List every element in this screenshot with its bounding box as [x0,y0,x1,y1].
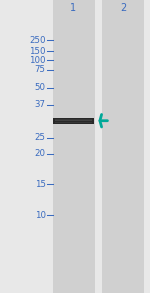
Text: 37: 37 [35,100,46,109]
Text: 150: 150 [29,47,46,56]
Bar [55,122,92,123]
Bar [55,119,92,120]
Text: 25: 25 [35,133,46,142]
Text: 1: 1 [70,3,76,13]
Text: 50: 50 [35,84,46,92]
Text: 15: 15 [35,180,46,188]
Bar [53,118,94,124]
Text: 250: 250 [29,36,46,45]
Bar [55,120,92,121]
Text: 10: 10 [35,211,46,220]
Text: 20: 20 [35,149,46,158]
Bar [52,0,94,293]
Bar [102,0,144,293]
Text: 2: 2 [120,3,126,13]
Text: 75: 75 [35,65,46,74]
Text: 100: 100 [29,56,46,64]
